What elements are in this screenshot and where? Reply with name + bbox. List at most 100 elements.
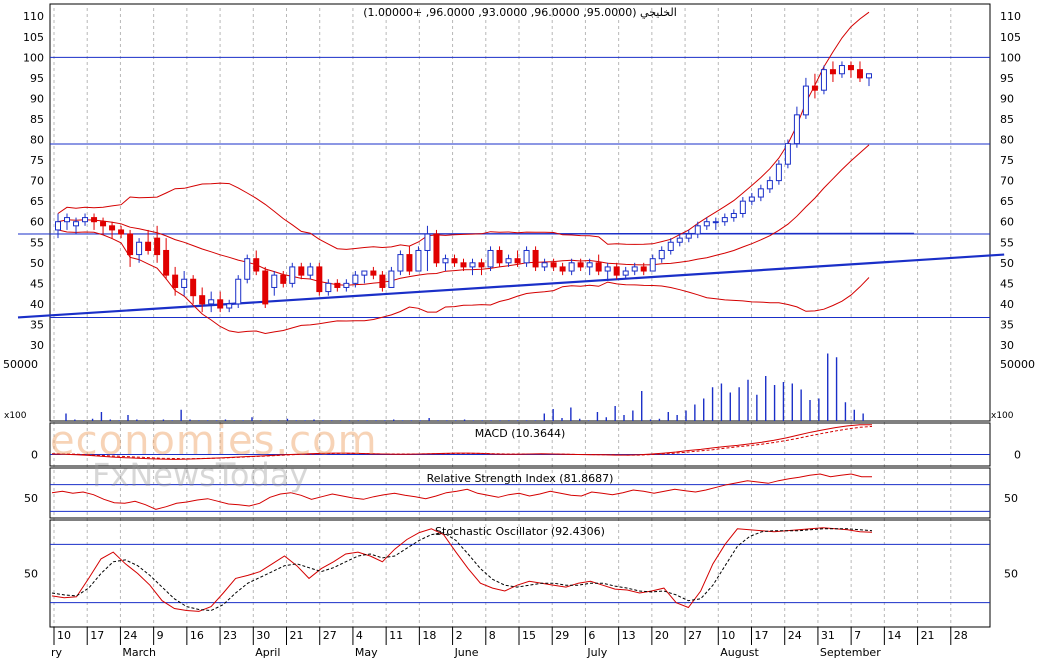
candle-body [397, 254, 404, 272]
price-y-tick-right: 40 [1000, 298, 1014, 311]
candle-body [163, 249, 170, 276]
x-tick-label: 17 [90, 629, 104, 642]
candle-body [631, 266, 638, 272]
candle-body [469, 262, 476, 268]
stochastic-k-line [51, 527, 873, 612]
candle-body [487, 249, 494, 268]
rsi-title: Relative Strength Index (81.8687) [427, 472, 614, 485]
candle-body [64, 217, 71, 223]
x-tick-label: 10 [57, 629, 71, 642]
candle-body [838, 65, 845, 75]
candle-body [586, 262, 593, 268]
x-tick-label: 6 [588, 629, 595, 642]
x-month-label: April [255, 646, 280, 659]
x-tick-label: 30 [256, 629, 270, 642]
x-tick-label: 15 [522, 629, 536, 642]
x-tick-label: 24 [123, 629, 137, 642]
candle-body [379, 274, 386, 288]
candle-body [496, 249, 503, 264]
price-y-tick-right: 45 [1000, 277, 1014, 290]
candle-body [739, 200, 746, 214]
x-tick-label: 18 [422, 629, 436, 642]
candle-body [820, 69, 827, 91]
price-y-tick-left: 110 [23, 10, 44, 23]
x-tick-label: 27 [323, 629, 337, 642]
candle-body [856, 69, 863, 79]
candle-body [253, 258, 260, 272]
candle-body [334, 282, 341, 288]
trend-line [17, 253, 1005, 319]
x-month-label: ry [51, 646, 63, 659]
candle-body [199, 295, 206, 305]
price-y-tick-right: 85 [1000, 113, 1014, 126]
price-y-tick-left: 55 [30, 236, 44, 249]
volume-left-label: 50000 [3, 358, 38, 371]
x-tick-label: 21 [921, 629, 935, 642]
stochastic-d-line [51, 528, 873, 612]
macd-pane-frame [49, 422, 991, 467]
candle-body [811, 85, 818, 91]
candle-body [766, 180, 773, 190]
price-y-tick-left: 30 [30, 339, 44, 352]
candle-body [613, 266, 620, 276]
x-tick-label: 27 [688, 629, 702, 642]
candle-body [118, 229, 125, 235]
x-month-label: June [454, 646, 479, 659]
price-y-tick-left: 85 [30, 113, 44, 126]
candle-body [559, 266, 566, 272]
candle-body [208, 299, 215, 305]
candle-body [100, 221, 107, 227]
price-y-tick-right: 70 [1000, 175, 1014, 188]
x-tick-label: 17 [755, 629, 769, 642]
x-month-label: July [586, 646, 607, 659]
price-y-tick-right: 90 [1000, 92, 1014, 105]
price-y-tick-right: 65 [1000, 195, 1014, 208]
candle-body [271, 274, 278, 288]
candle-body [505, 258, 512, 264]
x-month-label: August [720, 646, 759, 659]
candle-body [73, 221, 80, 227]
x-tick-label: 8 [489, 629, 496, 642]
price-y-tick-left: 45 [30, 277, 44, 290]
price-y-tick-left: 35 [30, 318, 44, 331]
candle-body [460, 262, 467, 268]
trend-line [17, 232, 915, 235]
candle-body [658, 249, 665, 260]
axis-labels: 10 17 24 9 16 23 30 21 27 4 11 18 2 8 15 29 6 13 20 27 10 17 2… [23, 10, 1021, 659]
x-tick-label: 2 [456, 629, 463, 642]
stochastic-title: Stochastic Oscillator (92.4306) [435, 525, 605, 538]
candle-body [568, 262, 575, 272]
volume-right-label: 50000 [1000, 358, 1035, 371]
candle-body [388, 270, 395, 288]
candle-body [721, 217, 728, 223]
price-y-tick-right: 75 [1000, 154, 1014, 167]
candle-body [712, 221, 719, 224]
price-y-tick-left: 80 [30, 134, 44, 147]
candle-body [361, 270, 368, 276]
candle-body [298, 266, 305, 276]
candle-body [478, 262, 485, 268]
candle-body [604, 266, 611, 272]
candle-body [307, 266, 314, 276]
stochastic-y-tick-right: 50 [1004, 568, 1018, 581]
candle-body [676, 237, 683, 243]
candle-body [154, 237, 161, 256]
price-y-tick-left: 65 [30, 195, 44, 208]
price-pane-frame [49, 3, 991, 422]
candle-body [244, 258, 251, 280]
candle-body [415, 249, 422, 272]
candle-body [190, 278, 197, 297]
volume-scale-left: x100 [4, 411, 27, 421]
candle-body [172, 274, 179, 288]
candle-body [226, 303, 233, 309]
price-y-tick-left: 50 [30, 257, 44, 270]
macd-title: MACD (10.3644) [475, 427, 566, 440]
x-tick-label: 7 [854, 629, 861, 642]
candle-body [91, 217, 98, 223]
price-y-tick-right: 50 [1000, 257, 1014, 270]
candle-body [127, 233, 134, 256]
price-y-tick-left: 95 [30, 72, 44, 85]
price-y-tick-right: 100 [1000, 51, 1021, 64]
chart-content [17, 11, 1005, 612]
x-tick-label: 31 [821, 629, 835, 642]
